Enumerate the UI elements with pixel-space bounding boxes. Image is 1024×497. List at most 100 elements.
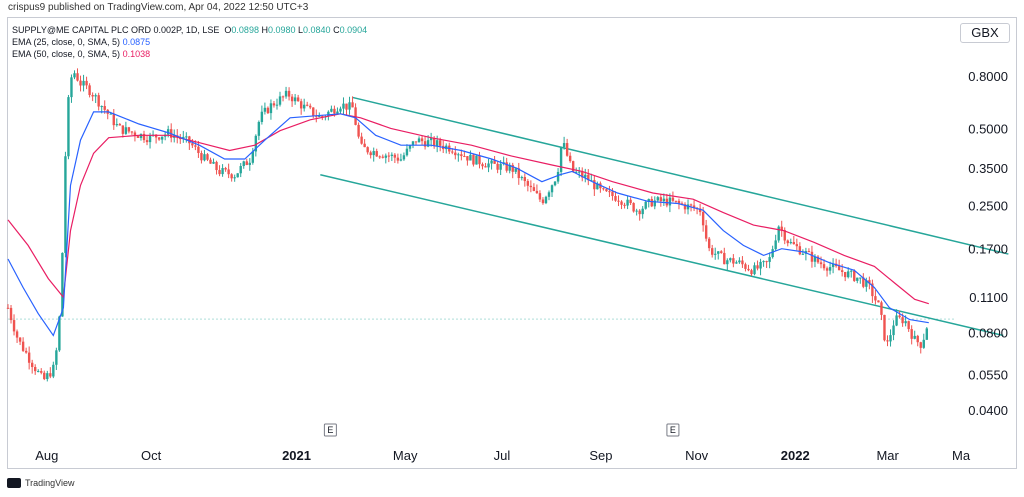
- candle-body: [837, 266, 841, 271]
- candle-body: [575, 171, 578, 173]
- close-label: C: [333, 25, 340, 35]
- candle-body: [281, 96, 285, 98]
- candle-body: [369, 152, 372, 156]
- candle-body: [366, 147, 369, 153]
- candle-body: [559, 146, 563, 172]
- candle-body: [698, 208, 702, 213]
- price-tick-label: 0.0800: [968, 326, 1008, 341]
- legend-ema50-row[interactable]: EMA (50, close, 0, SMA, 5) 0.1038: [12, 48, 367, 60]
- candle-body: [481, 164, 484, 167]
- candle-body: [726, 260, 729, 265]
- candle-body: [339, 108, 342, 112]
- legend-ema25-row[interactable]: EMA (25, close, 0, SMA, 5) 0.0875: [12, 36, 367, 48]
- candle-body: [133, 132, 137, 137]
- price-tick-label: 0.0550: [968, 367, 1008, 382]
- candle-body: [203, 154, 206, 161]
- candle-body: [333, 108, 336, 114]
- candle-body: [67, 97, 70, 157]
- candle-body: [602, 188, 605, 190]
- candle-body: [454, 152, 457, 156]
- candle-body: [840, 270, 844, 272]
- earnings-event-marker[interactable]: [323, 423, 337, 437]
- candle-body: [665, 198, 669, 206]
- candle-body: [562, 143, 566, 147]
- price-tick-label: 0.2500: [968, 199, 1008, 214]
- candle-body: [674, 200, 678, 202]
- channel-lower-line[interactable]: [320, 173, 1004, 337]
- candle-body: [263, 107, 267, 112]
- price-tick-label: 0.1100: [969, 290, 1008, 305]
- candle-body: [865, 280, 868, 287]
- candle-body: [750, 270, 753, 275]
- candle-body: [236, 173, 239, 178]
- candle-body: [402, 155, 406, 160]
- candle-body: [910, 329, 913, 339]
- currency-button[interactable]: GBX: [960, 23, 1010, 43]
- candle-body: [578, 171, 581, 173]
- candle-body: [596, 183, 599, 190]
- candle-body: [850, 270, 853, 272]
- candle-body: [438, 140, 442, 146]
- channel-lines: [320, 96, 1009, 337]
- candle-body: [73, 73, 76, 78]
- candle-body: [290, 96, 294, 102]
- candle-body: [514, 168, 517, 172]
- candle-body: [469, 154, 472, 161]
- candle-body: [40, 371, 43, 373]
- candle-body: [475, 155, 478, 165]
- price-tick-label: 0.1700: [968, 242, 1008, 257]
- candle-body: [457, 154, 460, 156]
- symbol-label: SUPPLY@ME CAPITAL PLC ORD 0.002P, 1D, LS…: [12, 25, 220, 35]
- time-tick-label: Sep: [589, 448, 612, 463]
- candle-body: [363, 143, 366, 148]
- candle-body: [351, 102, 354, 108]
- candle-body: [82, 80, 85, 86]
- candle-body: [254, 135, 258, 152]
- candle-body: [375, 151, 378, 157]
- candle-body: [847, 271, 850, 278]
- candle-body: [792, 242, 796, 245]
- candle-body: [194, 145, 197, 147]
- publish-caption: crispus9 published on TradingView.com, A…: [8, 2, 309, 13]
- candle-body: [296, 97, 300, 102]
- candle-body: [880, 302, 883, 315]
- candle-body: [245, 161, 248, 165]
- candle-body: [121, 125, 125, 134]
- candle-body: [871, 283, 874, 297]
- candle-body: [659, 197, 663, 202]
- candle-body: [653, 200, 656, 207]
- candle-body: [729, 258, 732, 261]
- time-tick-label: Jul: [494, 448, 511, 463]
- channel-upper-line[interactable]: [352, 96, 1009, 255]
- candle-body: [813, 256, 817, 262]
- candle-body: [593, 180, 596, 190]
- candle-body: [780, 226, 783, 231]
- candle-body: [856, 277, 859, 281]
- ema-lines: [7, 111, 929, 337]
- candle-body: [342, 103, 345, 109]
- candle-body: [611, 191, 614, 197]
- ema50-line: [7, 113, 929, 305]
- candle-body: [260, 111, 264, 122]
- candle-body: [677, 200, 681, 204]
- candle-body: [284, 90, 288, 97]
- candle-body: [783, 230, 786, 241]
- candle-body: [269, 103, 273, 114]
- candle-body: [466, 156, 469, 161]
- candle-body: [499, 163, 502, 170]
- candle-body: [641, 208, 644, 215]
- chart-frame[interactable]: [7, 17, 1017, 469]
- candle-body: [717, 251, 720, 254]
- candle-body: [786, 240, 789, 244]
- ema50-label: EMA (50, close, 0, SMA, 5): [12, 49, 121, 59]
- candle-body: [76, 73, 79, 81]
- earnings-event-marker[interactable]: [666, 423, 680, 437]
- candle-body: [789, 242, 792, 244]
- candle-body: [523, 177, 527, 182]
- time-tick-label: 2021: [282, 448, 311, 463]
- candle-body: [242, 161, 245, 167]
- candle-body: [21, 341, 25, 351]
- candle-body: [91, 94, 94, 97]
